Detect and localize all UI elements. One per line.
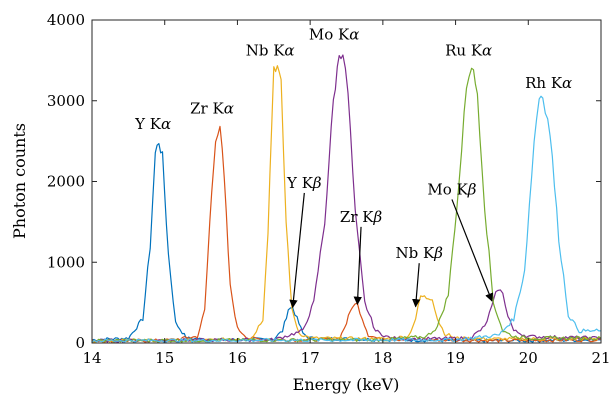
x-tick-label: 20 bbox=[519, 349, 538, 367]
peak-annotation: Nb Kβ bbox=[396, 244, 444, 262]
annotation-arrow bbox=[412, 263, 421, 308]
peak-annotation: Mo Kα bbox=[309, 25, 360, 43]
peak-annotation: Zr Kα bbox=[190, 100, 234, 118]
y-axis-title: Photon counts bbox=[10, 123, 29, 239]
annotation-arrow bbox=[451, 199, 494, 302]
plot-background bbox=[92, 20, 601, 343]
x-tick-label: 21 bbox=[591, 349, 610, 367]
peak-annotation: Mo Kβ bbox=[427, 180, 476, 198]
y-tick-label: 3000 bbox=[47, 92, 85, 110]
y-tick-label: 0 bbox=[75, 334, 85, 352]
peak-annotation: Y Kβ bbox=[286, 174, 322, 192]
annotation-arrow bbox=[353, 226, 362, 306]
x-tick-label: 15 bbox=[155, 349, 174, 367]
peak-annotation: Ru Kα bbox=[445, 42, 492, 60]
tick-layer: 14 15 16 17 18 19 20 21 0 1000 2000 3000 4000 bbox=[47, 11, 611, 367]
x-tick-label: 17 bbox=[301, 349, 320, 367]
annotation-arrow bbox=[289, 192, 305, 309]
peak-annotation: Rh Kα bbox=[525, 74, 572, 92]
peak-annotation: Nb Kα bbox=[246, 42, 295, 60]
series-line-6 bbox=[91, 95, 601, 343]
series-layer bbox=[91, 54, 602, 343]
x-tick-label: 19 bbox=[446, 349, 465, 367]
y-tick-label: 2000 bbox=[47, 173, 85, 191]
series-line-1 bbox=[91, 143, 602, 343]
x-tick-label: 14 bbox=[82, 349, 101, 367]
y-tick-label: 1000 bbox=[47, 253, 85, 271]
x-tick-label: 18 bbox=[373, 349, 392, 367]
y-tick-label: 4000 bbox=[47, 11, 85, 29]
peak-annotation: Y Kα bbox=[134, 115, 171, 133]
peak-annotation: Zr Kβ bbox=[340, 208, 383, 226]
x-tick-label: 16 bbox=[228, 349, 247, 367]
annotation-layer: Y Kα Zr Kα Nb Kα Mo Kα Ru Kα Rh Kα Y Kβ Zr Kβ Nb… bbox=[134, 25, 572, 309]
x-axis-title: Energy (keV) bbox=[293, 375, 400, 394]
